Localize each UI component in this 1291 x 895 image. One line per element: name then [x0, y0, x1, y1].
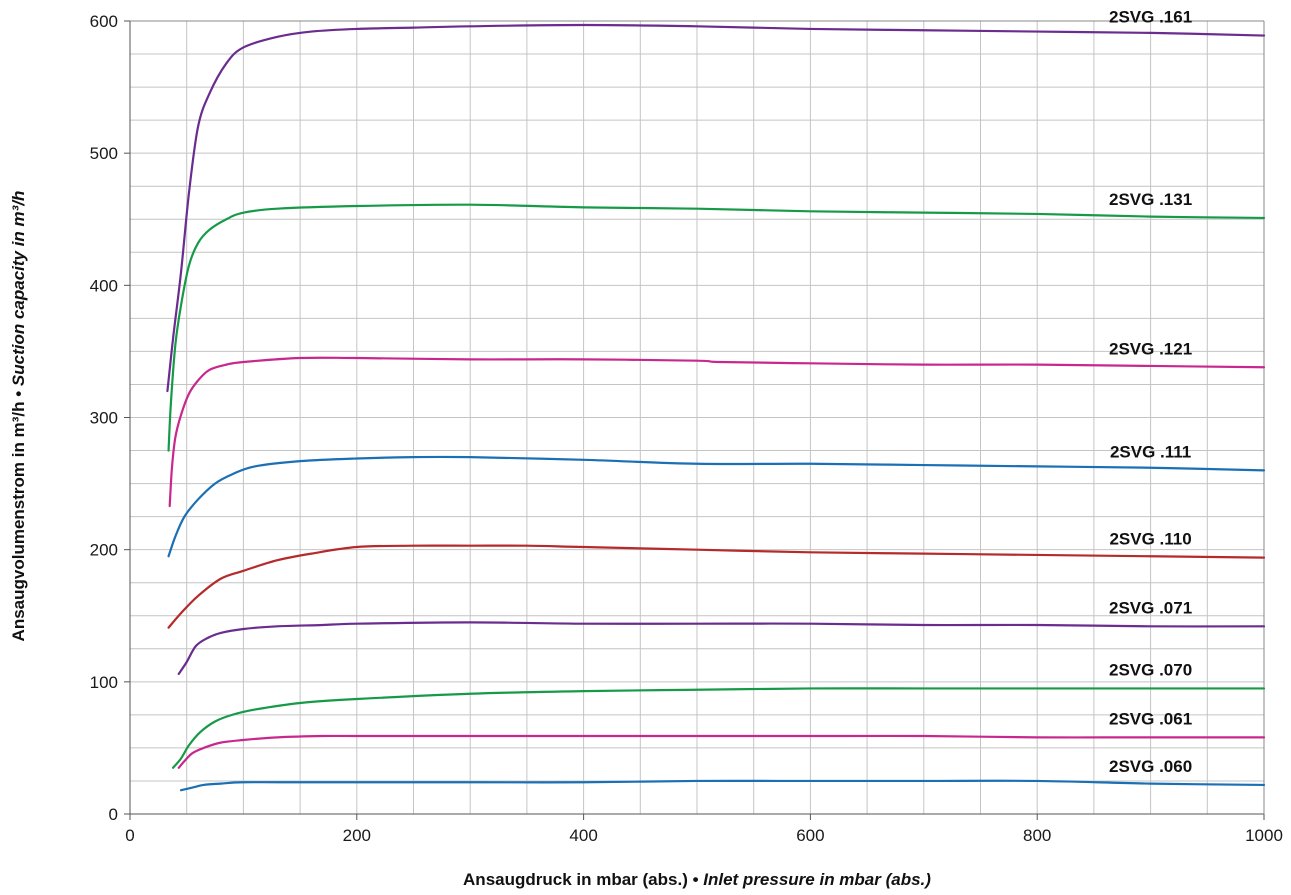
x-tick-label: 1000: [1245, 826, 1283, 845]
x-tick-label: 800: [1023, 826, 1051, 845]
series-labels: 2SVG .161 2SVG .131 2SVG .121 2SVG .111 2SVG…: [1109, 8, 1192, 776]
y-tick-label: 400: [90, 276, 118, 295]
grid: [129, 20, 1265, 815]
series-label-2svg-060: 2SVG .060: [1109, 757, 1192, 776]
series-label-2svg-161: 2SVG .161: [1109, 8, 1192, 27]
tick-labels: 0 200 400 600 800 1000 0 100 200 300 400 500 600: [90, 12, 1283, 845]
series-line-2svg-070: [171, 687, 1266, 769]
y-tick-label: 600: [90, 12, 118, 31]
x-tick-label: 0: [125, 826, 134, 845]
y-axis-title: Ansaugvolumenstrom in m³/h • Suction cap…: [9, 191, 28, 642]
y-tick-label: 500: [90, 144, 118, 163]
x-axis-title: Ansaugdruck in mbar (abs.) • Inlet press…: [463, 870, 931, 889]
series-lines: [166, 23, 1266, 792]
series-label-2svg-111: 2SVG .111: [1110, 442, 1191, 461]
y-tick-label: 200: [90, 541, 118, 560]
axes: [124, 20, 1265, 820]
series-line-2svg-161: [166, 23, 1266, 393]
y-tick-label: 0: [109, 805, 118, 824]
series-label-2svg-110: 2SVG .110: [1109, 530, 1191, 549]
y-tick-label: 300: [90, 409, 118, 428]
series-label-2svg-071: 2SVG .071: [1109, 598, 1192, 617]
y-tick-label: 100: [90, 673, 118, 692]
series-label-2svg-061: 2SVG .061: [1109, 709, 1192, 728]
series-line-2svg-061: [177, 734, 1266, 769]
x-tick-label: 200: [343, 826, 371, 845]
x-tick-label: 400: [569, 826, 597, 845]
series-label-2svg-131: 2SVG .131: [1109, 190, 1192, 209]
series-line-2svg-121: [168, 356, 1266, 508]
series-line-2svg-071: [177, 621, 1266, 675]
series-line-2svg-111: [167, 455, 1266, 558]
series-label-2svg-070: 2SVG .070: [1109, 660, 1192, 679]
series-label-2svg-121: 2SVG .121: [1109, 339, 1192, 358]
series-line-2svg-060: [179, 779, 1266, 792]
x-tick-label: 600: [796, 826, 824, 845]
series-line-2svg-110: [167, 544, 1266, 629]
series-line-2svg-131: [167, 203, 1266, 452]
